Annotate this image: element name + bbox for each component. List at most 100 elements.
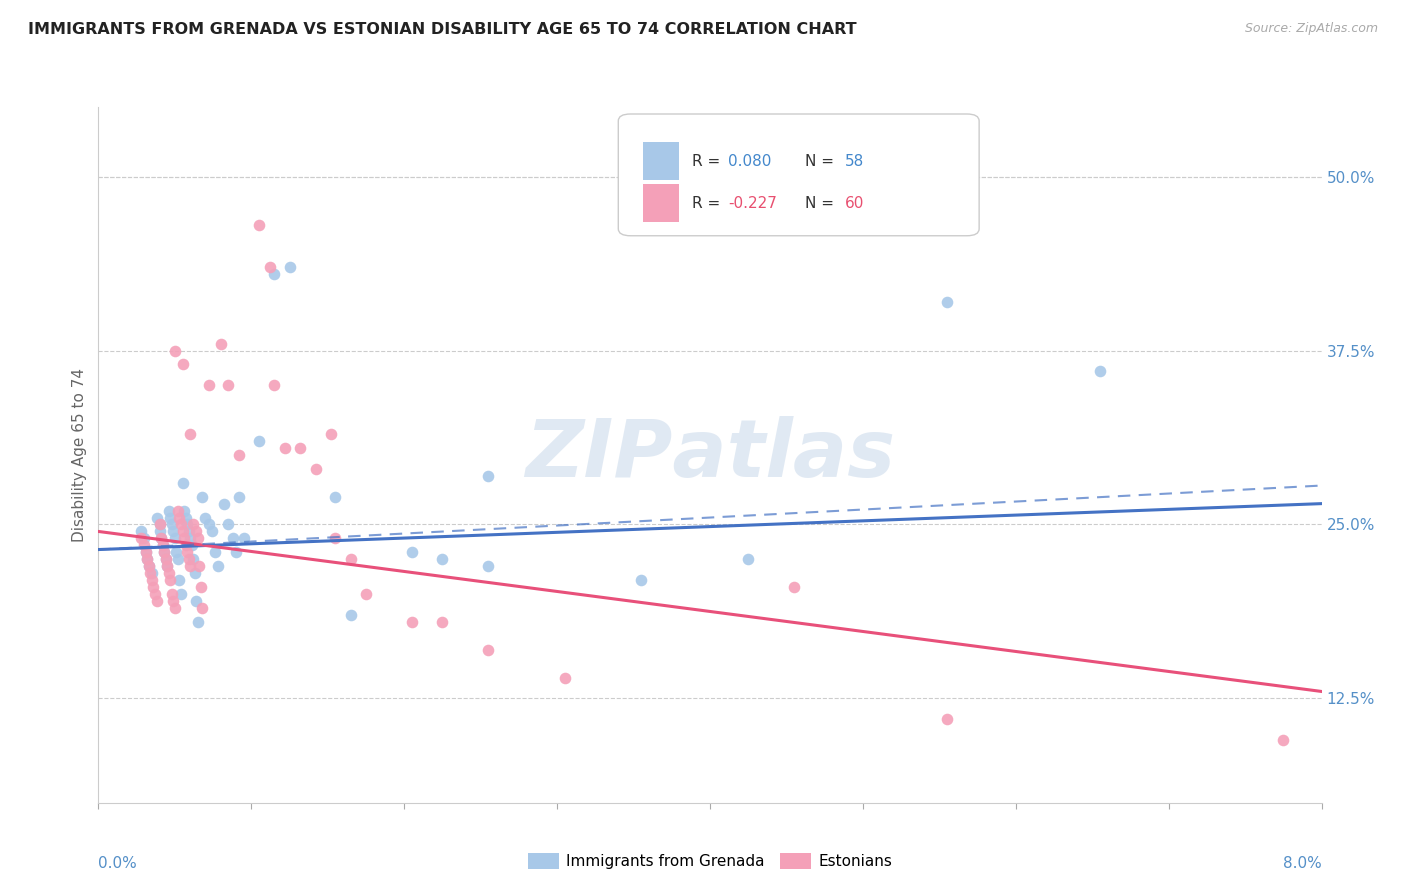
- Point: [134, 538, 156, 552]
- Point: [135, 545, 157, 559]
- Text: 0.080: 0.080: [728, 153, 772, 169]
- Point: [167, 552, 190, 566]
- Point: [179, 532, 201, 546]
- Point: [149, 517, 172, 532]
- Point: [304, 462, 326, 476]
- Point: [173, 532, 195, 546]
- Point: [225, 545, 247, 559]
- Point: [169, 510, 191, 524]
- Point: [160, 517, 183, 532]
- Point: [207, 559, 229, 574]
- Point: [165, 545, 187, 559]
- Point: [209, 336, 232, 351]
- Point: [149, 524, 172, 539]
- Text: 58: 58: [845, 153, 863, 169]
- Point: [173, 503, 195, 517]
- Text: N =: N =: [806, 153, 839, 169]
- Point: [179, 427, 201, 442]
- Point: [174, 510, 197, 524]
- Text: IMMIGRANTS FROM GRENADA VS ESTONIAN DISABILITY AGE 65 TO 74 CORRELATION CHART: IMMIGRANTS FROM GRENADA VS ESTONIAN DISA…: [28, 22, 856, 37]
- Point: [174, 538, 197, 552]
- Point: [187, 615, 209, 629]
- Point: [142, 580, 165, 594]
- Point: [156, 559, 179, 574]
- Point: [177, 552, 200, 566]
- Point: [159, 510, 181, 524]
- Point: [169, 573, 191, 587]
- Point: [1088, 364, 1111, 378]
- Point: [181, 552, 204, 566]
- Text: R =: R =: [692, 195, 725, 211]
- Text: 8.0%: 8.0%: [1282, 856, 1322, 871]
- Point: [339, 552, 361, 566]
- Point: [136, 552, 159, 566]
- Point: [630, 573, 652, 587]
- Y-axis label: Disability Age 65 to 74: Disability Age 65 to 74: [72, 368, 87, 542]
- Point: [180, 538, 202, 552]
- Point: [278, 260, 301, 274]
- Point: [222, 532, 245, 546]
- Point: [204, 545, 226, 559]
- Point: [247, 434, 270, 448]
- Point: [153, 545, 176, 559]
- Point: [176, 545, 198, 559]
- Text: -0.227: -0.227: [728, 195, 778, 211]
- Point: [554, 671, 576, 685]
- Point: [401, 615, 423, 629]
- Text: N =: N =: [806, 195, 839, 211]
- Point: [149, 517, 172, 532]
- Point: [325, 532, 347, 546]
- Point: [187, 532, 209, 546]
- Point: [228, 448, 250, 462]
- Text: ZIP​atlas: ZIP​atlas: [524, 416, 896, 494]
- Point: [737, 552, 759, 566]
- Point: [163, 343, 186, 358]
- Point: [177, 524, 200, 539]
- Point: [186, 594, 208, 608]
- Point: [145, 594, 167, 608]
- Text: Source: ZipAtlas.com: Source: ZipAtlas.com: [1244, 22, 1378, 36]
- Point: [186, 524, 208, 539]
- Point: [157, 566, 180, 581]
- Point: [155, 552, 177, 566]
- Point: [200, 524, 222, 539]
- Point: [170, 587, 193, 601]
- Text: 0.0%: 0.0%: [98, 856, 138, 871]
- Point: [138, 559, 160, 574]
- Point: [181, 517, 204, 532]
- Point: [325, 490, 347, 504]
- Point: [157, 503, 180, 517]
- Point: [143, 587, 166, 601]
- Point: [172, 475, 194, 490]
- Point: [194, 510, 217, 524]
- Point: [783, 580, 806, 594]
- Point: [936, 712, 959, 726]
- Point: [167, 503, 190, 517]
- Point: [432, 615, 454, 629]
- Point: [129, 524, 152, 539]
- Point: [247, 219, 270, 233]
- Point: [176, 517, 198, 532]
- Point: [263, 378, 285, 392]
- Point: [477, 642, 499, 657]
- Point: [354, 587, 377, 601]
- Point: [162, 524, 184, 539]
- Bar: [643, 184, 679, 222]
- Point: [135, 545, 157, 559]
- Point: [212, 497, 235, 511]
- Point: [339, 607, 361, 622]
- Point: [160, 587, 183, 601]
- Point: [150, 532, 173, 546]
- Point: [138, 559, 160, 574]
- Legend: Immigrants from Grenada, Estonians: Immigrants from Grenada, Estonians: [522, 847, 898, 875]
- Point: [191, 490, 214, 504]
- Point: [290, 441, 312, 455]
- Point: [1272, 733, 1295, 747]
- Text: 60: 60: [845, 195, 863, 211]
- Point: [156, 559, 179, 574]
- Point: [401, 545, 423, 559]
- Point: [152, 538, 174, 552]
- Point: [432, 552, 454, 566]
- Point: [162, 594, 184, 608]
- Point: [188, 559, 211, 574]
